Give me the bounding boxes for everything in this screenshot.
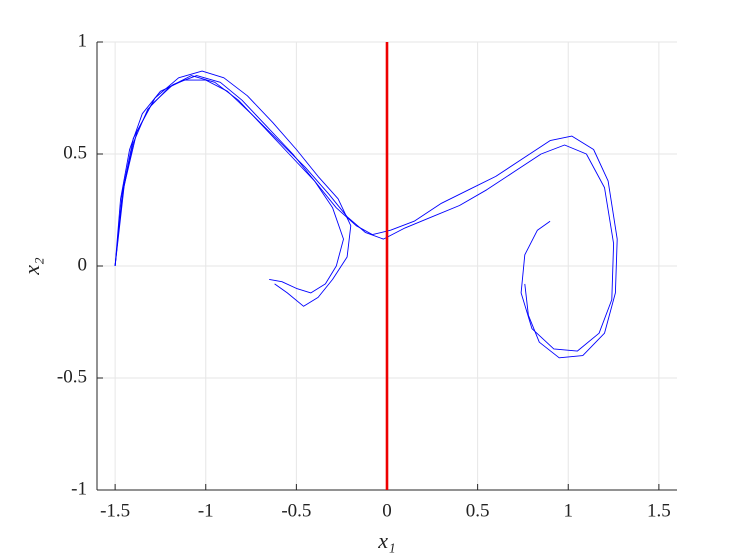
y-tick-label: -1 [71,478,87,499]
x-tick-label: -1 [198,500,214,521]
x-tick-label: 1.5 [647,500,671,521]
x-tick-label: -0.5 [281,500,311,521]
y-tick-label: 0.5 [63,142,87,163]
x-tick-label: 0.5 [466,500,490,521]
trajectory [114,75,618,359]
x-tick-label: 0 [382,500,392,521]
y-axis-label: x₂ [19,257,44,276]
y-tick-label: -0.5 [57,366,87,387]
x-tick-label: -1.5 [100,500,130,521]
x-axis-label: x₁ [377,528,395,553]
trajectory [114,79,615,352]
x-tick-label: 1 [564,500,574,521]
y-tick-label: 1 [78,30,88,51]
y-tick-label: 0 [78,254,88,275]
trajectory [114,70,352,307]
